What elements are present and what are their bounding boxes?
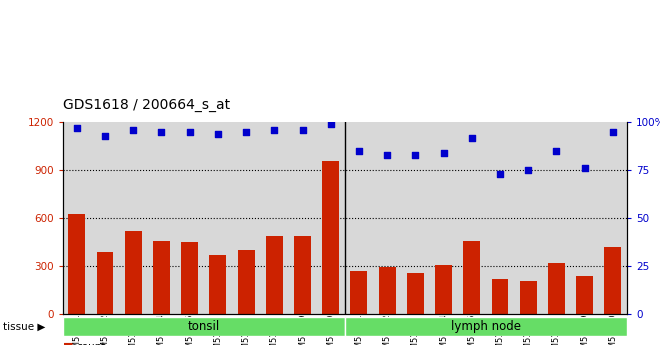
Bar (576, 276, 593, 314)
Point (241, 129, 251, 135)
Point (438, 150, 449, 156)
Text: tissue ▶: tissue ▶ (3, 322, 46, 332)
Point (269, 127, 280, 133)
Point (213, 131, 223, 137)
Point (71, 126, 82, 131)
Text: tonsil: tonsil (187, 321, 220, 333)
Bar (182, 242, 198, 314)
Bar (605, 247, 621, 314)
Point (382, 152, 393, 158)
Point (297, 127, 308, 133)
Bar (463, 240, 480, 314)
Point (156, 129, 167, 135)
Bar (294, 236, 311, 314)
Point (354, 148, 364, 154)
Bar (96, 252, 114, 314)
Text: ■: ■ (63, 342, 73, 345)
Bar (209, 255, 226, 314)
Bar (350, 271, 368, 314)
Bar (548, 263, 565, 314)
Bar (407, 273, 424, 314)
Point (325, 122, 336, 127)
Text: lymph node: lymph node (451, 321, 521, 333)
Bar (238, 250, 255, 314)
Bar (435, 265, 452, 314)
Bar (322, 161, 339, 314)
Bar (153, 240, 170, 314)
Point (523, 168, 533, 173)
Bar (520, 281, 537, 314)
Bar (379, 267, 395, 314)
Point (579, 166, 590, 171)
Point (100, 133, 110, 139)
Bar (345, 317, 627, 336)
Text: GDS1618 / 200664_s_at: GDS1618 / 200664_s_at (63, 98, 230, 112)
Point (495, 171, 506, 177)
Point (467, 135, 477, 140)
Text: count: count (76, 342, 106, 345)
Bar (69, 214, 85, 314)
Bar (266, 236, 282, 314)
Bar (63, 317, 345, 336)
Point (184, 129, 195, 135)
Bar (492, 279, 508, 314)
Bar (125, 231, 142, 314)
Point (608, 129, 618, 135)
Point (551, 148, 562, 154)
Point (410, 152, 420, 158)
Point (128, 127, 139, 133)
